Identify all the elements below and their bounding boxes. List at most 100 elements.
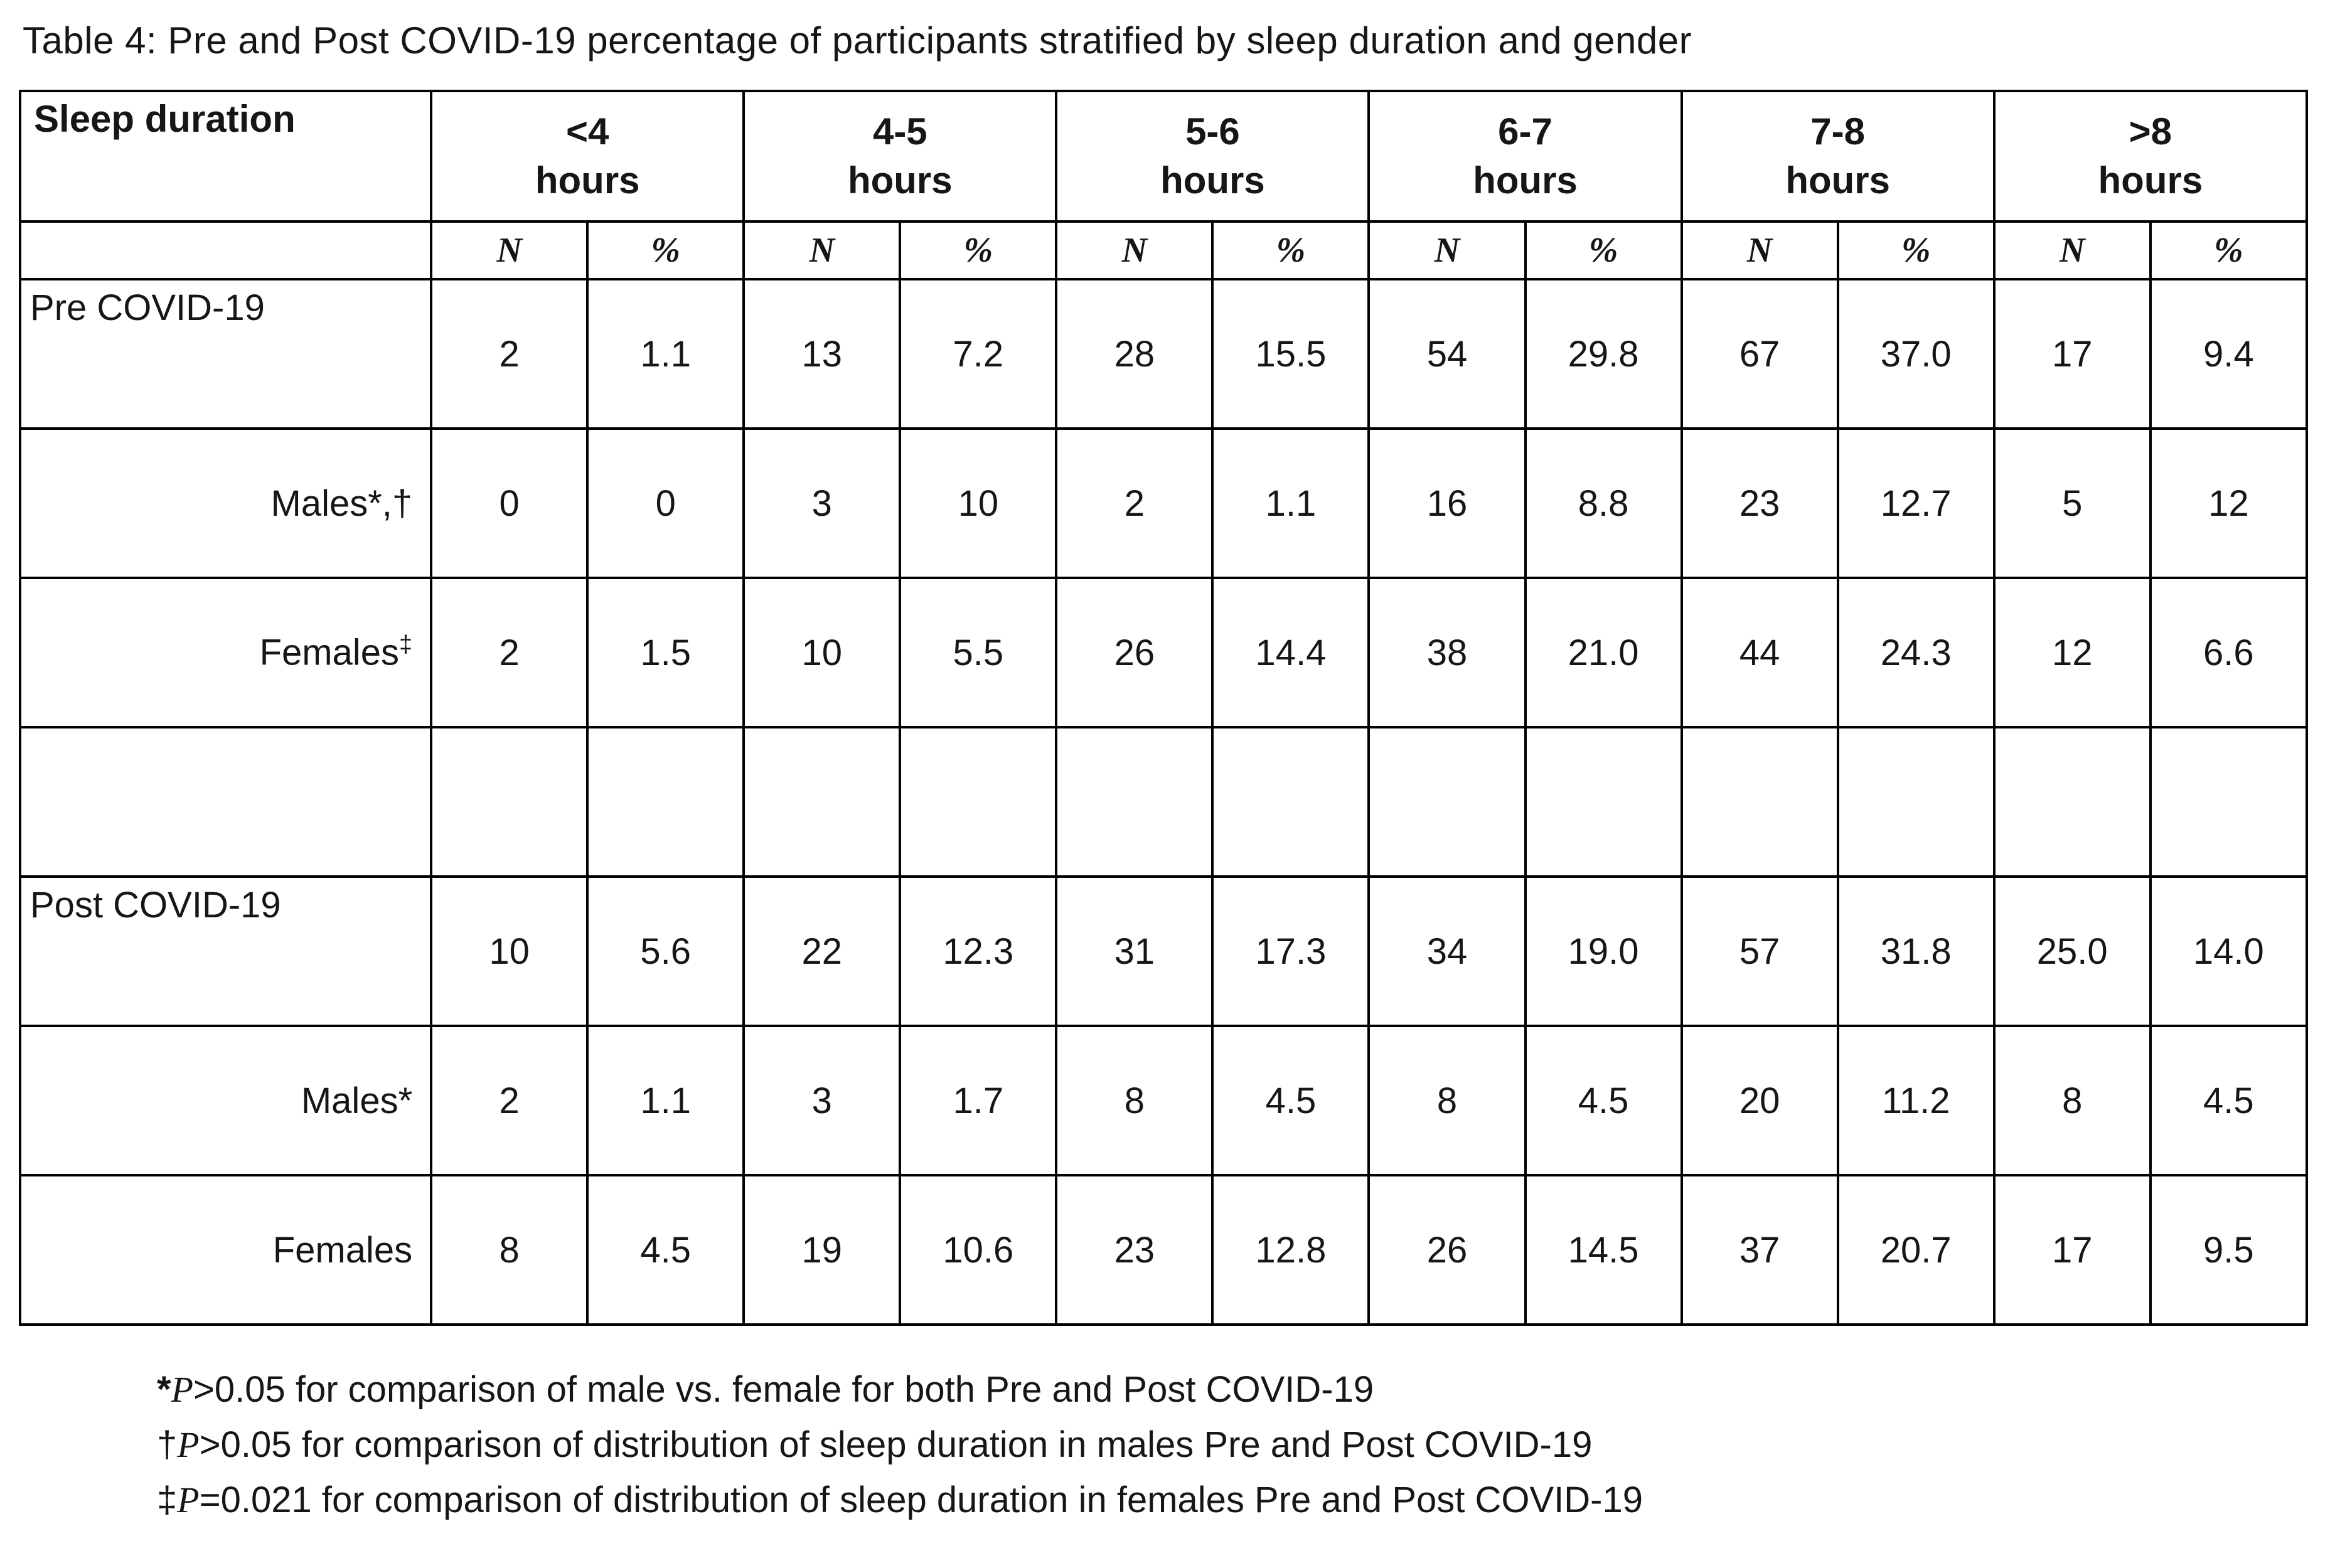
data-cell: 8 xyxy=(1992,1025,2152,1176)
footnote-text: >0.05 for comparison of distribution of … xyxy=(199,1424,1593,1466)
table-header: Sleep duration <4 hours 4-5 hours 5-6 hours 6-7… xyxy=(18,90,2309,280)
percent-subheader: % xyxy=(1836,220,1996,280)
data-cell: 4.5 xyxy=(586,1174,745,1326)
data-cell: 44 xyxy=(1680,577,1839,728)
data-cell: 12 xyxy=(1992,577,2152,728)
duration-hours-label: hours xyxy=(535,159,640,201)
data-cell: 9.4 xyxy=(2149,278,2309,430)
data-cell xyxy=(1055,726,1214,878)
data-cell: 3 xyxy=(742,1025,902,1176)
data-cell: 2 xyxy=(430,278,589,430)
row-label: Pre COVID-19 xyxy=(18,278,433,430)
data-cell: 28 xyxy=(1055,278,1214,430)
n-subheader: N xyxy=(1992,220,2152,280)
duration-group-header: 6-7 hours xyxy=(1367,90,1683,223)
data-cell: 8 xyxy=(430,1174,589,1326)
data-cell: 29.8 xyxy=(1524,278,1683,430)
data-cell xyxy=(430,726,589,878)
table-row-females: Females‡ 2 1.5 10 5.5 26 14.4 38 21.0 44 24.3 12 6.6 xyxy=(18,577,2309,728)
data-cell: 5 xyxy=(1992,427,2152,579)
row-label: Females‡ xyxy=(18,577,433,728)
data-cell: 12.3 xyxy=(899,875,1058,1027)
data-cell: 67 xyxy=(1680,278,1839,430)
data-cell: 1.1 xyxy=(586,278,745,430)
duration-group-header: <4 hours xyxy=(430,90,745,223)
n-subheader: N xyxy=(742,220,902,280)
data-cell: 8.8 xyxy=(1524,427,1683,579)
data-cell: 2 xyxy=(430,1025,589,1176)
data-cell: 5.5 xyxy=(899,577,1058,728)
duration-group-header: 7-8 hours xyxy=(1680,90,1996,223)
data-cell: 31.8 xyxy=(1836,875,1996,1027)
footnote-line: †P>0.05 for comparison of distribution o… xyxy=(157,1417,2316,1473)
data-cell: 16 xyxy=(1367,427,1527,579)
duration-range-label: >8 xyxy=(2129,110,2172,152)
table-row-pre-covid-19: Pre COVID-19 2 1.1 13 7.2 28 15.5 54 29.8 67 37.0 1… xyxy=(18,278,2309,430)
data-cell: 9.5 xyxy=(2149,1174,2309,1326)
data-cell: 14.0 xyxy=(2149,875,2309,1027)
duration-group-header: 5-6 hours xyxy=(1055,90,1371,223)
data-cell: 21.0 xyxy=(1524,577,1683,728)
data-cell: 20 xyxy=(1680,1025,1839,1176)
row-label: Females xyxy=(18,1174,433,1326)
data-cell: 25.0 xyxy=(1992,875,2152,1027)
table-title: Table 4: Pre and Post COVID-19 percentag… xyxy=(23,19,1692,61)
table-row-males: Males*,† 0 0 3 10 2 1.1 16 8.8 23 12.7 5 12 xyxy=(18,427,2309,579)
n-subheader: N xyxy=(1367,220,1527,280)
data-cell: 38 xyxy=(1367,577,1527,728)
data-cell: 26 xyxy=(1055,577,1214,728)
table-row-males: Males* 2 1.1 3 1.7 8 4.5 8 4.5 20 11.2 8 4.5 xyxy=(18,1025,2309,1176)
data-cell: 37.0 xyxy=(1836,278,1996,430)
data-cell: 19.0 xyxy=(1524,875,1683,1027)
data-cell: 57 xyxy=(1680,875,1839,1027)
data-cell: 1.1 xyxy=(586,1025,745,1176)
footnote-marker-sup: ‡ xyxy=(399,631,413,658)
duration-hours-label: hours xyxy=(1785,159,1890,201)
footnote-marker: ‡ xyxy=(157,1480,178,1521)
data-cell: 19 xyxy=(742,1174,902,1326)
document-page: Table 4: Pre and Post COVID-19 percentag… xyxy=(18,19,2316,1528)
data-cell: 17.3 xyxy=(1211,875,1371,1027)
p-value-symbol: P xyxy=(177,1424,200,1466)
percent-subheader: % xyxy=(1524,220,1683,280)
table-row-spacer xyxy=(18,726,2309,878)
data-cell: 23 xyxy=(1055,1174,1214,1326)
data-cell: 6.6 xyxy=(2149,577,2309,728)
duration-hours-label: hours xyxy=(847,159,953,201)
data-cell: 1.7 xyxy=(899,1025,1058,1176)
footnotes: *P>0.05 for comparison of male vs. femal… xyxy=(157,1362,2316,1528)
footnote-line: *P>0.05 for comparison of male vs. femal… xyxy=(157,1362,2316,1417)
data-cell: 10.6 xyxy=(899,1174,1058,1326)
sleep-duration-table: Sleep duration <4 hours 4-5 hours 5-6 hours 6-7… xyxy=(18,90,2309,1326)
data-cell: 10 xyxy=(742,577,902,728)
duration-range-label: 4-5 xyxy=(872,110,927,152)
data-cell xyxy=(1836,726,1996,878)
table-row-post-covid-19: Post COVID-19 10 5.6 22 12.3 31 17.3 34 19.0 57 31… xyxy=(18,875,2309,1027)
data-cell: 1.5 xyxy=(586,577,745,728)
data-cell: 2 xyxy=(430,577,589,728)
duration-hours-label: hours xyxy=(2098,159,2203,201)
percent-subheader: % xyxy=(1211,220,1371,280)
data-cell: 4.5 xyxy=(1524,1025,1683,1176)
n-percent-header-row: N% N% N% N% N% N% xyxy=(18,220,2309,280)
duration-range-label: 6-7 xyxy=(1498,110,1552,152)
data-cell: 8 xyxy=(1367,1025,1527,1176)
data-cell: 17 xyxy=(1992,278,2152,430)
data-cell xyxy=(1524,726,1683,878)
data-cell: 8 xyxy=(1055,1025,1214,1176)
data-cell: 22 xyxy=(742,875,902,1027)
data-cell: 3 xyxy=(742,427,902,579)
footnote-text: >0.05 for comparison of male vs. female … xyxy=(193,1369,1374,1410)
data-cell: 31 xyxy=(1055,875,1214,1027)
footnote-line: ‡P=0.021 for comparison of distribution … xyxy=(157,1473,2316,1528)
data-cell: 26 xyxy=(1367,1174,1527,1326)
p-value-symbol: P xyxy=(177,1480,200,1521)
data-cell xyxy=(899,726,1058,878)
data-cell xyxy=(2149,726,2309,878)
data-cell: 1.1 xyxy=(1211,427,1371,579)
percent-subheader: % xyxy=(586,220,745,280)
data-cell: 20.7 xyxy=(1836,1174,1996,1326)
duration-range-label: <4 xyxy=(566,110,609,152)
footnote-marker: † xyxy=(157,1424,178,1466)
data-cell xyxy=(1211,726,1371,878)
